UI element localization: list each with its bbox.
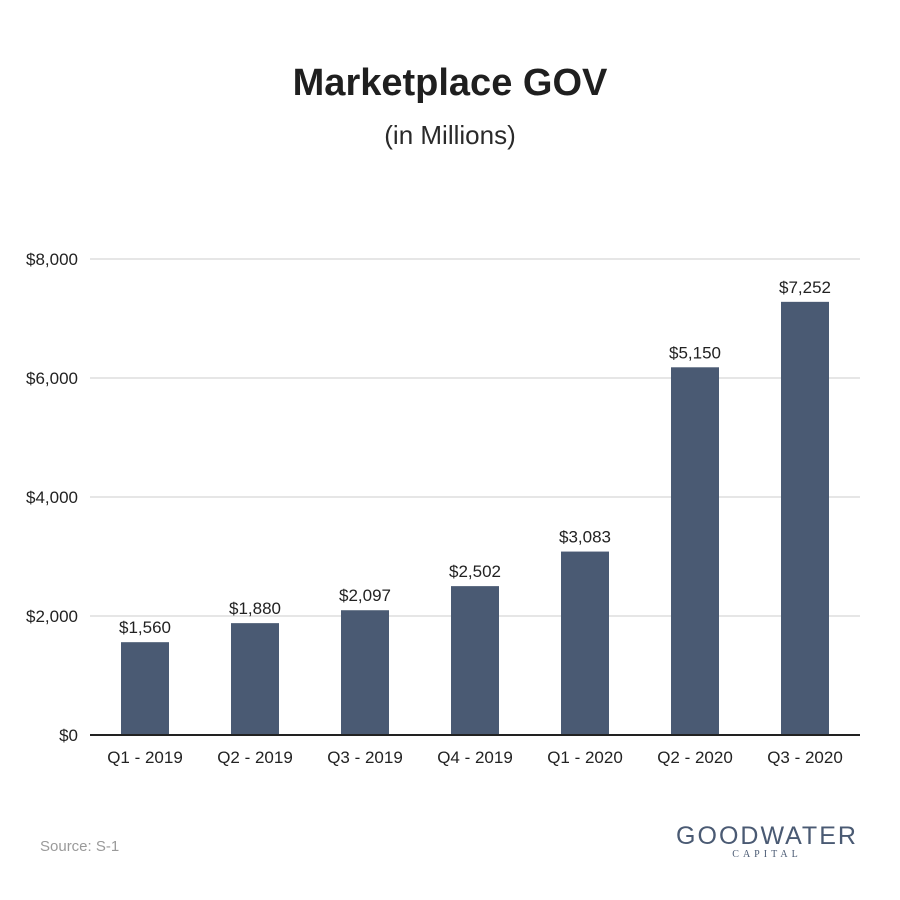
logo-subtext: CAPITAL (732, 849, 802, 860)
source-note: Source: S-1 (40, 838, 120, 855)
logo-wordmark: GOODWATER (676, 822, 858, 850)
x-tick-label: Q4 - 2019 (437, 748, 513, 767)
y-tick-label: $8,000 (26, 250, 78, 269)
data-label: $2,097 (339, 586, 391, 605)
bar (231, 623, 279, 735)
bar (341, 610, 389, 735)
y-tick-label: $0 (59, 726, 78, 745)
goodwater-logo: GOODWATER CAPITAL (672, 822, 862, 860)
x-tick-label: Q3 - 2019 (327, 748, 403, 767)
x-tick-label: Q2 - 2020 (657, 748, 733, 767)
data-label: $1,560 (119, 618, 171, 637)
bar (451, 586, 499, 735)
y-tick-label: $4,000 (26, 488, 78, 507)
data-label: $5,150 (669, 343, 721, 362)
x-tick-label: Q1 - 2019 (107, 748, 183, 767)
data-label: $7,252 (779, 278, 831, 297)
data-label: $2,502 (449, 562, 501, 581)
bar (671, 367, 719, 735)
chart-title: Marketplace GOV (292, 62, 608, 104)
data-label: $1,880 (229, 599, 281, 618)
y-tick-label: $6,000 (26, 369, 78, 388)
x-tick-label: Q3 - 2020 (767, 748, 843, 767)
y-tick-label: $2,000 (26, 607, 78, 626)
data-label: $3,083 (559, 528, 611, 547)
bar (781, 301, 829, 735)
x-tick-label: Q2 - 2019 (217, 748, 293, 767)
chart-subtitle: (in Millions) (384, 120, 516, 150)
x-tick-label: Q1 - 2020 (547, 748, 623, 767)
bar (561, 551, 609, 735)
bar (121, 642, 169, 735)
